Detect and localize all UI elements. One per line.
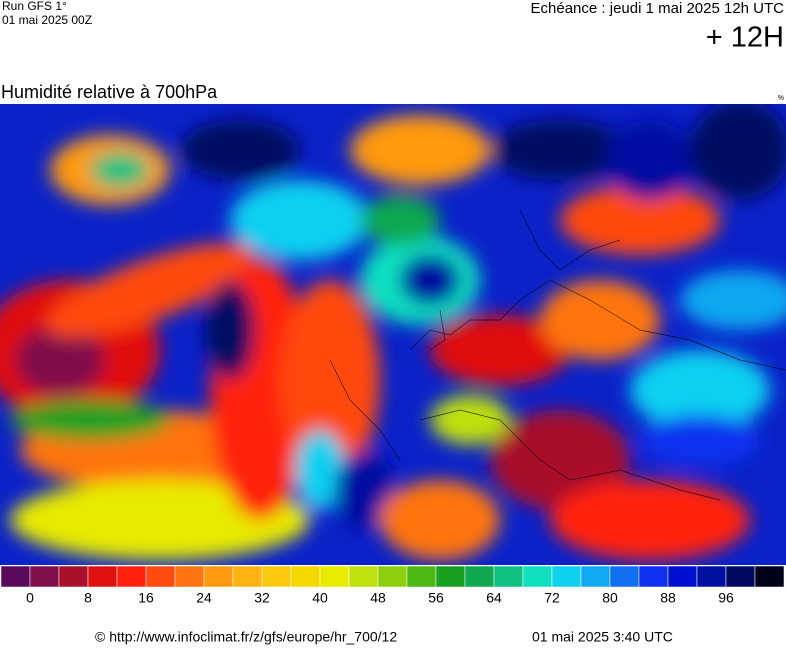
color-swatch <box>406 565 437 588</box>
color-swatch <box>116 565 147 588</box>
color-swatch <box>348 565 379 588</box>
colorbar-label: 24 <box>196 590 212 606</box>
colorbar-label: 88 <box>660 590 676 606</box>
colorbar-label: 72 <box>544 590 560 606</box>
color-swatch <box>290 565 321 588</box>
color-swatch <box>377 565 408 588</box>
color-swatch <box>551 565 582 588</box>
color-swatch <box>638 565 669 588</box>
color-swatch <box>696 565 727 588</box>
color-swatch <box>609 565 640 588</box>
color-swatch <box>580 565 611 588</box>
color-swatch <box>29 565 60 588</box>
colorbar-label: 64 <box>486 590 502 606</box>
color-swatch <box>0 565 31 588</box>
color-swatch <box>145 565 176 588</box>
color-swatch <box>87 565 118 588</box>
colorbar-label: 48 <box>370 590 386 606</box>
humidity-map <box>0 104 786 565</box>
source: © http://www.infoclimat.fr/z/gfs/europe/… <box>95 629 397 645</box>
color-swatch <box>58 565 89 588</box>
color-swatch <box>667 565 698 588</box>
offset: + 12H <box>706 22 784 54</box>
colorbar-label: 56 <box>428 590 444 606</box>
color-swatch <box>203 565 234 588</box>
run-date: 01 mai 2025 00Z <box>2 13 92 27</box>
color-swatch <box>261 565 292 588</box>
color-swatch <box>725 565 756 588</box>
colorbar-label: 16 <box>138 590 154 606</box>
color-swatch <box>522 565 553 588</box>
color-swatch <box>754 565 785 588</box>
color-swatch <box>464 565 495 588</box>
run-label: Run GFS 1° <box>2 0 67 13</box>
colorbar-label: 32 <box>254 590 270 606</box>
colorbar-label: 0 <box>26 590 34 606</box>
color-swatch <box>493 565 524 588</box>
color-swatch <box>319 565 350 588</box>
timestamp: 01 mai 2025 3:40 UTC <box>532 629 673 645</box>
colorbar: 0 8 16 24 32 40 48 56 64 72 80 88 96 <box>0 565 785 606</box>
colorbar-label: 80 <box>602 590 618 606</box>
map-title: Humidité relative à 700hPa <box>1 82 218 102</box>
echeance: Echéance : jeudi 1 mai 2025 12h UTC <box>531 0 785 17</box>
color-swatch <box>232 565 263 588</box>
colorbar-label: 96 <box>718 590 734 606</box>
unit: % <box>778 95 784 102</box>
colorbar-label: 40 <box>312 590 328 606</box>
color-swatch <box>435 565 466 588</box>
color-swatch <box>174 565 205 588</box>
colorbar-label: 8 <box>84 590 92 606</box>
